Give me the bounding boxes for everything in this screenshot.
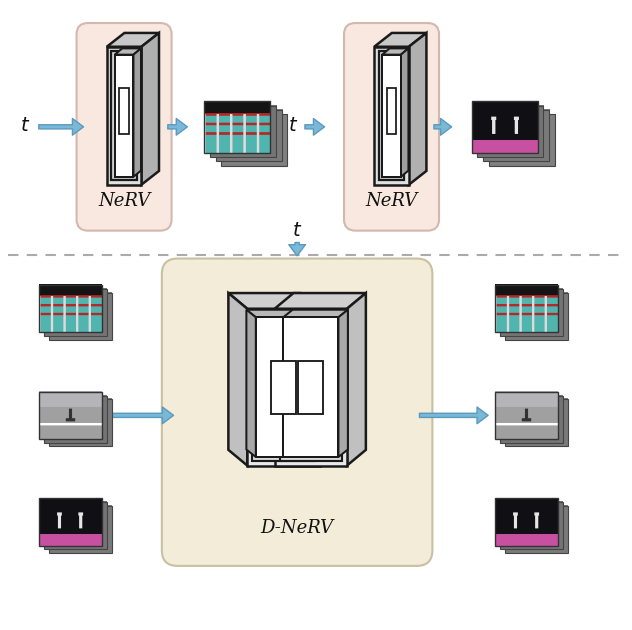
FancyBboxPatch shape [162, 258, 432, 566]
Bar [39, 498, 102, 546]
Polygon shape [283, 318, 338, 457]
Bar [495, 285, 558, 332]
Bar [216, 110, 282, 161]
Bar [44, 502, 107, 549]
Polygon shape [374, 47, 409, 185]
Bar [204, 101, 270, 152]
Polygon shape [247, 309, 320, 466]
Polygon shape [142, 33, 159, 185]
Polygon shape [111, 51, 137, 180]
Polygon shape [374, 33, 427, 47]
Bar [119, 88, 129, 134]
Polygon shape [252, 314, 315, 461]
Bar [506, 293, 568, 340]
Bar [471, 101, 538, 152]
Polygon shape [107, 33, 159, 47]
Bar [49, 293, 112, 340]
Bar [501, 502, 563, 549]
Polygon shape [382, 49, 408, 55]
Polygon shape [228, 293, 320, 309]
Bar [271, 360, 296, 414]
Bar [210, 105, 276, 157]
Bar [501, 396, 563, 443]
Polygon shape [228, 293, 247, 466]
Bar [387, 88, 396, 134]
Polygon shape [107, 47, 142, 185]
Bar [489, 114, 555, 166]
Polygon shape [115, 55, 133, 177]
Bar [221, 114, 288, 166]
Polygon shape [246, 310, 256, 457]
Bar [483, 110, 549, 161]
Bar [495, 392, 558, 439]
Polygon shape [275, 309, 347, 466]
Text: NeRV: NeRV [98, 192, 150, 210]
FancyBboxPatch shape [76, 23, 172, 231]
Bar [44, 396, 107, 443]
Polygon shape [246, 310, 311, 318]
Bar [477, 105, 544, 157]
Polygon shape [347, 293, 366, 466]
Polygon shape [379, 51, 404, 180]
Polygon shape [409, 33, 427, 185]
Text: $t$: $t$ [292, 221, 302, 240]
Polygon shape [256, 318, 311, 457]
FancyBboxPatch shape [344, 23, 439, 231]
Polygon shape [115, 49, 141, 55]
Polygon shape [401, 49, 408, 177]
Bar [44, 289, 107, 336]
Polygon shape [338, 310, 348, 457]
Bar [495, 498, 558, 546]
Polygon shape [283, 310, 348, 318]
Bar [506, 399, 568, 447]
Bar [501, 289, 563, 336]
Bar [506, 506, 568, 553]
Bar [39, 392, 102, 439]
Bar [49, 399, 112, 447]
Text: $t$: $t$ [288, 116, 298, 135]
Polygon shape [382, 55, 401, 177]
Bar [49, 506, 112, 553]
Bar [298, 360, 323, 414]
Polygon shape [133, 49, 141, 177]
Text: NeRV: NeRV [365, 192, 418, 210]
Text: $t$: $t$ [20, 116, 30, 135]
Text: D-NeRV: D-NeRV [260, 519, 334, 537]
Polygon shape [280, 314, 342, 461]
Polygon shape [275, 293, 366, 309]
Bar [39, 285, 102, 332]
